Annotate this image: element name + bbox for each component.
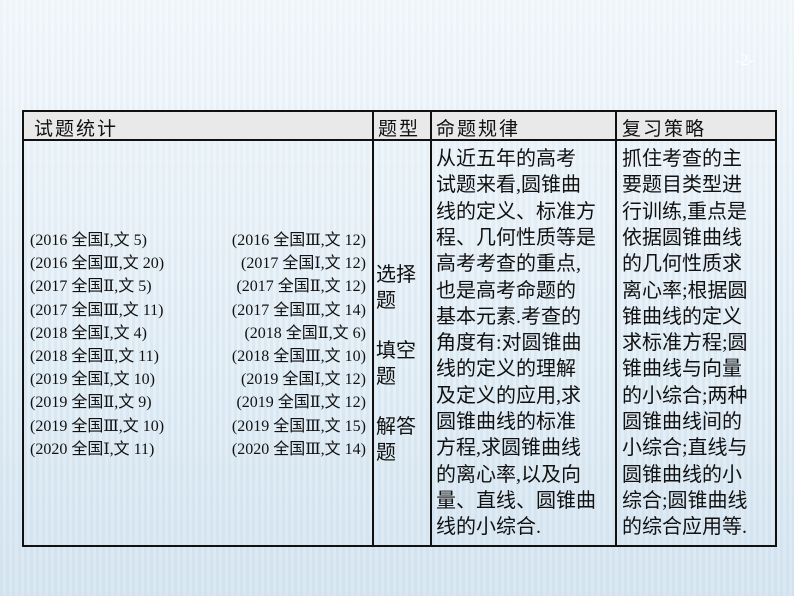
stat-entry: (2017 全国Ⅱ,文 5) xyxy=(30,278,152,296)
rule-line: 试题来看,圆锥曲 xyxy=(436,174,581,197)
strategy-line: 锥曲线的定义 xyxy=(622,305,742,328)
rule-line: 也是高考命题的 xyxy=(436,279,576,302)
rule-line: 量、直线、圆锥曲 xyxy=(436,489,596,512)
rule-line: 及定义的应用,求 xyxy=(436,384,581,407)
strategy-line: 小综合;直线与 xyxy=(622,437,748,460)
stat-entry: (2018 全国Ⅱ,文 11) xyxy=(30,348,159,365)
stat-entry: (2019 全国Ⅲ,文 15) xyxy=(231,417,366,435)
strategy-line: 求标准方程;圆 xyxy=(622,332,748,355)
strategy-line: 的综合应用等. xyxy=(622,516,747,539)
stat-entry: (2016 全国Ⅲ,文 20) xyxy=(30,255,165,273)
header-cell: 复习策略 xyxy=(622,119,707,140)
header-cell: 命题规律 xyxy=(436,119,521,140)
strategy-line: 的小综合;两种 xyxy=(622,384,748,407)
question-type: 选择题 xyxy=(376,264,416,312)
stat-entry: (2020 全国Ⅰ,文 11) xyxy=(30,440,155,458)
rule-line: 线的定义的理解 xyxy=(436,358,576,381)
rule-line: 从近五年的高考 xyxy=(436,148,576,170)
strategy-line: 锥曲线与向量 xyxy=(622,358,742,381)
header-cell: 试题统计 xyxy=(34,119,119,140)
header-row xyxy=(24,112,775,141)
rule-line: 的离心率,以及向 xyxy=(436,463,581,486)
stat-entry: (2020 全国Ⅲ,文 14) xyxy=(231,440,366,458)
stat-entry: (2017 全国Ⅱ,文 12) xyxy=(236,278,366,296)
header-cell: 题型 xyxy=(378,119,421,140)
stat-entry: (2019 全国Ⅰ,文 12) xyxy=(241,371,366,389)
strategy-line: 离心率;根据圆 xyxy=(622,279,748,302)
stat-entry: (2019 全国Ⅱ,文 9) xyxy=(30,394,152,412)
stat-entry: (2017 全国Ⅲ,文 11) xyxy=(30,301,164,319)
strategy-line: 圆锥曲线间的 xyxy=(622,411,742,433)
column-divider xyxy=(372,112,374,545)
table: 试题统计 题型 命题规律 复习策略 (2016 全国Ⅰ,文 5) (2016 全国Ⅲ,文 … xyxy=(22,110,777,547)
rule-line: 线的定义、标准方 xyxy=(436,200,596,223)
strategy-line: 抓住考查的主 xyxy=(622,148,742,170)
stat-entry: (2019 全国Ⅲ,文 10) xyxy=(30,417,165,435)
stat-entry: (2016 全国Ⅰ,文 5) xyxy=(30,232,147,249)
strategy-line: 要题目类型进 xyxy=(622,174,742,197)
strategy-line: 行训练,重点是 xyxy=(622,200,747,223)
strategy-line: 依据圆锥曲线 xyxy=(622,226,742,249)
rule-line: 圆锥曲线的标准 xyxy=(436,411,576,433)
stat-entry: (2016 全国Ⅲ,文 12) xyxy=(231,232,366,249)
column-divider xyxy=(615,112,617,545)
column-divider xyxy=(430,112,432,545)
stat-entry: (2017 全国Ⅲ,文 14) xyxy=(231,301,366,319)
rule-line: 基本元素.考查的 xyxy=(436,305,581,328)
rule-line: 线的小综合. xyxy=(436,516,541,539)
stat-entry: (2019 全国Ⅰ,文 10) xyxy=(30,371,155,389)
stat-entry: (2018 全国Ⅰ,文 4) xyxy=(30,324,147,342)
strategy-line: 综合;圆锥曲线 xyxy=(622,489,748,512)
question-type: 解答题 xyxy=(376,416,416,464)
stat-entry: (2018 全国Ⅲ,文 10) xyxy=(231,348,366,365)
stat-entry: (2018 全国Ⅱ,文 6) xyxy=(244,324,366,342)
rule-line: 角度有:对圆锥曲 xyxy=(436,332,582,355)
strategy-line: 的几何性质求 xyxy=(622,253,742,276)
stat-entry: (2019 全国Ⅱ,文 12) xyxy=(236,394,366,412)
page-number: -2- xyxy=(735,52,754,69)
stat-entry: (2017 全国Ⅰ,文 12) xyxy=(241,255,366,273)
question-type: 填空题 xyxy=(376,340,416,388)
rule-line: 程、几何性质等是 xyxy=(436,226,596,249)
rule-line: 方程,求圆锥曲线 xyxy=(436,437,581,460)
rule-line: 高考考查的重点, xyxy=(436,253,581,276)
strategy-line: 圆锥曲线的小 xyxy=(622,463,742,486)
